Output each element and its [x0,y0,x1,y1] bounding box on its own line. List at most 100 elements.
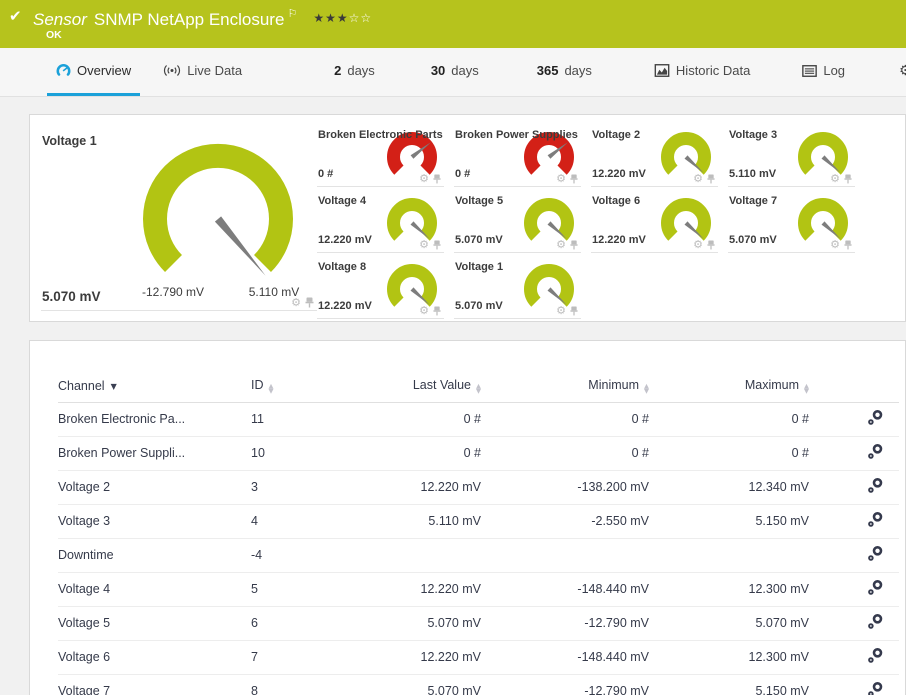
cell-id: -4 [251,538,351,573]
priority-stars-filled: ★★★ [313,11,349,25]
tile-actions: ⚙ [693,172,715,185]
table-row[interactable]: Broken Electronic Pa... 11 0 # 0 # 0 # [58,402,899,437]
channel-name: Voltage 8 [318,261,367,273]
gear-icon[interactable]: ⚙ [830,172,840,185]
cell-maximum: 0 # [649,436,809,471]
cell-channel: Broken Electronic Pa... [58,402,251,437]
pin-icon[interactable] [844,174,852,184]
channel-name: Broken Power Supplies [455,129,578,141]
channel-settings-icon[interactable] [867,613,884,630]
gauge-chart [660,197,712,254]
gauge-tile[interactable]: Voltage 1 5.070 mV ⚙ [454,256,581,319]
tab-overview[interactable]: Overview [47,48,141,96]
table-row[interactable]: Voltage 7 8 5.070 mV -12.790 mV 5.150 mV [58,674,899,695]
column-header-maximum[interactable]: Maximum ▲ ▼ [649,372,809,403]
gauge-tile[interactable]: Broken Power Supplies 0 # ⚙ [454,124,581,187]
tab-historic-data[interactable]: Historic Data [645,48,759,96]
flag-icon[interactable]: ⚐ [287,7,298,20]
cell-minimum: -12.790 mV [481,606,649,641]
channel-settings-icon[interactable] [867,409,884,426]
gear-icon[interactable]: ⚙ [830,238,840,251]
channel-settings-icon[interactable] [867,443,884,460]
gauge-tile[interactable]: Voltage 2 12.220 mV ⚙ [591,124,718,187]
channel-settings-icon[interactable] [867,545,884,562]
tab-log[interactable]: Log [793,48,854,96]
priority-stars[interactable]: ★★★☆☆ [313,11,372,25]
gauge-tile[interactable]: Voltage 8 12.220 mV ⚙ [317,256,444,319]
gauge-tile[interactable]: Voltage 4 12.220 mV ⚙ [317,190,444,253]
gauge-chart [142,143,294,300]
pin-icon[interactable] [707,240,715,250]
gear-icon[interactable]: ⚙ [419,172,429,185]
pin-icon[interactable] [707,174,715,184]
pin-icon[interactable] [570,240,578,250]
gauge-tile[interactable]: Voltage 7 5.070 mV ⚙ [728,190,855,253]
priority-stars-empty: ☆☆ [348,11,373,25]
channel-settings-icon[interactable] [867,477,884,494]
table-row[interactable]: Broken Power Suppli... 10 0 # 0 # 0 # [58,436,899,471]
channel-settings-icon[interactable] [867,511,884,528]
channel-name: Broken Electronic Parts [318,129,443,141]
main-gauge-tile[interactable]: Voltage 1 5.070 mV -12.790 mV 5.110 mV ⚙ [41,123,317,311]
live-icon [163,64,181,77]
gear-icon[interactable]: ⚙ [693,238,703,251]
gear-icon[interactable]: ⚙ [419,304,429,317]
pin-icon[interactable] [433,306,441,316]
cell-minimum [481,538,649,573]
pin-icon[interactable] [570,306,578,316]
gauge-min-label: -12.790 mV [141,285,205,299]
channel-table-header: Channel ▼ ID ▲ ▼ Last Value ▲ ▼ Minimum ▲ ▼ Maximum… [58,372,899,403]
gauge-tile[interactable]: Voltage 5 5.070 mV ⚙ [454,190,581,253]
table-row[interactable]: Voltage 3 4 5.110 mV -2.550 mV 5.150 mV [58,504,899,539]
channel-settings-icon[interactable] [867,579,884,596]
table-row[interactable]: Voltage 2 3 12.220 mV -138.200 mV 12.340… [58,470,899,505]
gear-icon[interactable]: ⚙ [556,172,566,185]
tab-settings[interactable]: ⚙ Settings [890,48,906,96]
tile-actions: ⚙ [291,297,314,308]
tile-actions: ⚙ [556,172,578,185]
table-row[interactable]: Downtime -4 [58,538,899,573]
cell-last-value: 5.110 mV [351,504,481,539]
tab-2-days[interactable]: 2 days [325,48,384,96]
pin-icon[interactable] [433,174,441,184]
tile-actions: ⚙ [556,238,578,251]
tab-label: Historic Data [675,63,751,78]
gear-icon[interactable]: ⚙ [419,238,429,251]
table-row[interactable]: Voltage 4 5 12.220 mV -148.440 mV 12.300… [58,572,899,607]
cell-settings [809,470,899,505]
gear-icon[interactable]: ⚙ [693,172,703,185]
gear-icon[interactable]: ⚙ [556,238,566,251]
pin-icon[interactable] [433,240,441,250]
channel-name: Voltage 6 [592,195,641,207]
pin-icon[interactable] [305,297,314,308]
gear-icon: ⚙ [899,62,906,79]
column-header-minimum[interactable]: Minimum ▲ ▼ [481,372,649,403]
table-row[interactable]: Voltage 6 7 12.220 mV -148.440 mV 12.300… [58,640,899,675]
channel-value: 12.220 mV [592,234,646,246]
cell-last-value [351,538,481,573]
tab-live-data[interactable]: Live Data [154,48,251,96]
column-header-id[interactable]: ID ▲ ▼ [251,372,351,403]
column-header-channel[interactable]: Channel ▼ [58,372,251,403]
gear-icon[interactable]: ⚙ [291,295,301,309]
cell-minimum: -138.200 mV [481,470,649,505]
gauge-tile[interactable]: Voltage 6 12.220 mV ⚙ [591,190,718,253]
pin-icon[interactable] [844,240,852,250]
gear-icon[interactable]: ⚙ [556,304,566,317]
cell-id: 7 [251,640,351,675]
gauge-chart [386,197,438,254]
gauge-max-label: 5.110 mV [248,285,300,299]
pin-icon[interactable] [570,174,578,184]
gauge-chart [386,263,438,320]
channel-value: 12.220 mV [318,300,372,312]
tab-30-days[interactable]: 30 days [422,48,488,96]
channel-name: Voltage 1 [42,134,97,148]
cell-settings [809,402,899,437]
column-header-last-value[interactable]: Last Value ▲ ▼ [351,372,481,403]
channel-settings-icon[interactable] [867,681,884,695]
table-row[interactable]: Voltage 5 6 5.070 mV -12.790 mV 5.070 mV [58,606,899,641]
gauge-tile[interactable]: Broken Electronic Parts 0 # ⚙ [317,124,444,187]
channel-settings-icon[interactable] [867,647,884,664]
tab-365-days[interactable]: 365 days [528,48,601,96]
gauge-tile[interactable]: Voltage 3 5.110 mV ⚙ [728,124,855,187]
